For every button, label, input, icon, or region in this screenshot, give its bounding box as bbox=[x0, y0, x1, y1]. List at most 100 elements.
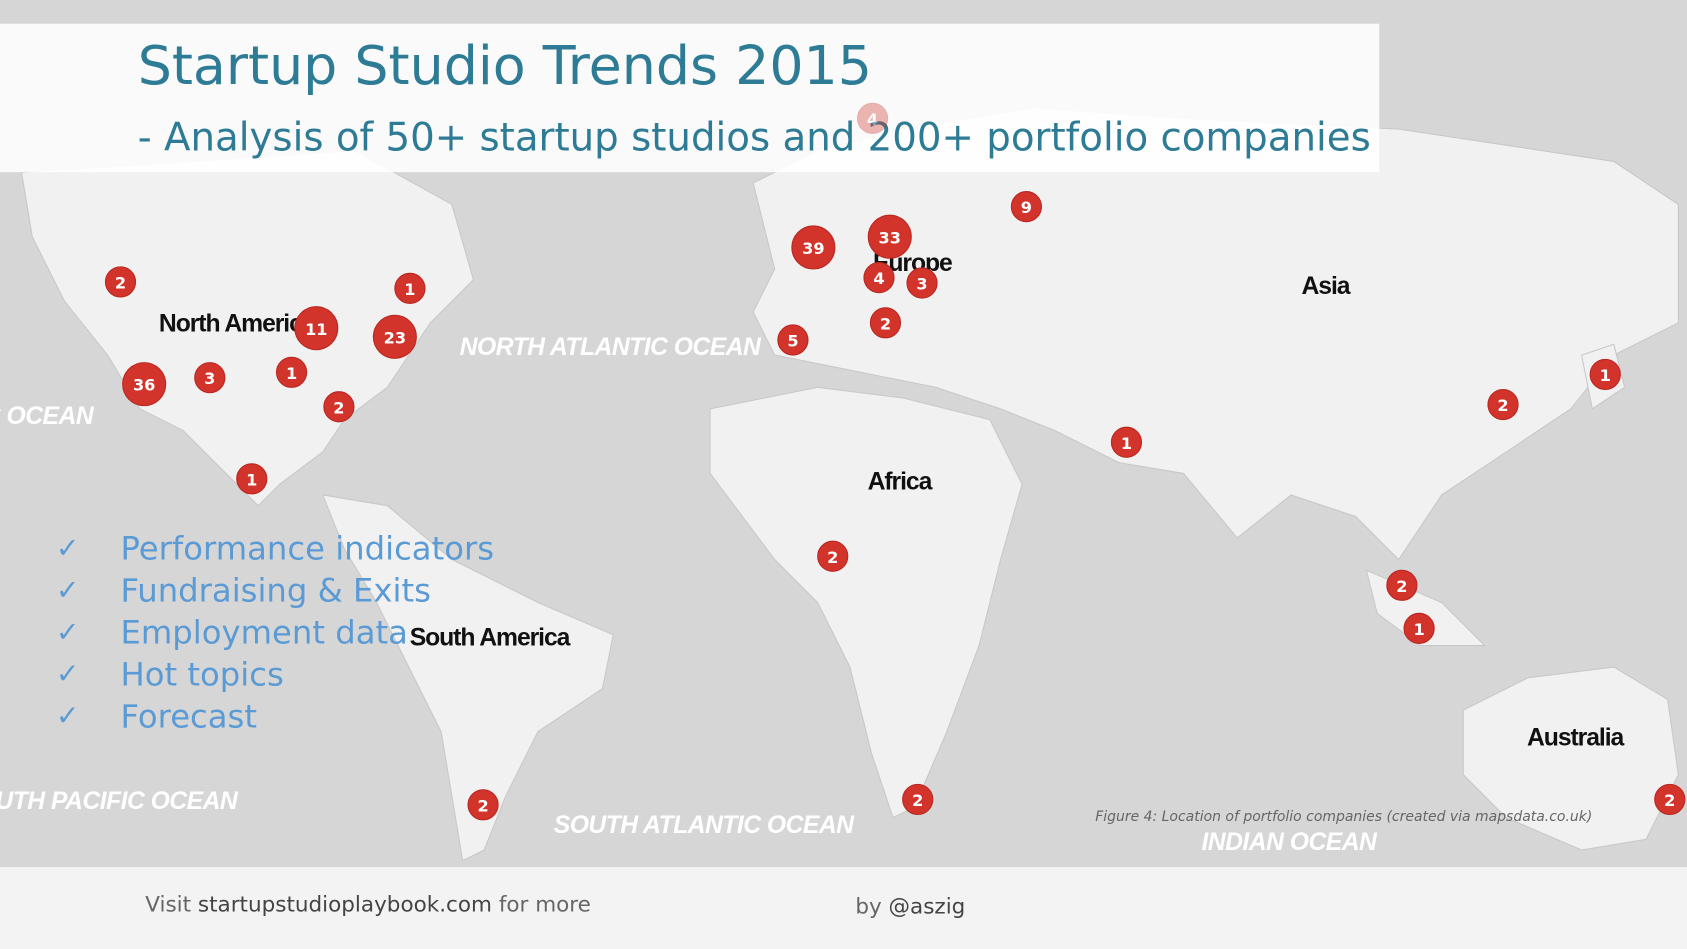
marker-count: 1 bbox=[1600, 366, 1611, 385]
marker-count: 2 bbox=[827, 548, 838, 567]
footer-band bbox=[0, 867, 1687, 949]
marker-count: 2 bbox=[477, 796, 488, 815]
marker-dot bbox=[104, 266, 137, 298]
ocean-label: SOUTH ATLANTIC OCEAN bbox=[554, 812, 855, 839]
marker: 1 bbox=[275, 356, 308, 388]
check-item: Forecast bbox=[121, 697, 258, 735]
marker: 2 bbox=[817, 540, 849, 572]
marker: 1 bbox=[1589, 358, 1621, 391]
marker-count: 11 bbox=[305, 320, 327, 339]
marker-count: 2 bbox=[115, 273, 126, 292]
marker: 39 bbox=[791, 225, 836, 270]
region-label: Australia bbox=[1527, 725, 1624, 752]
marker: 4 bbox=[863, 262, 895, 294]
marker-count: 2 bbox=[1497, 396, 1508, 415]
footer-handle: @aszig bbox=[889, 894, 966, 919]
marker: 1 bbox=[394, 272, 426, 304]
marker: 36 bbox=[122, 362, 167, 407]
check-item: Hot topics bbox=[121, 655, 284, 693]
checklist: ✓ Performance indicators ✓ Fundraising &… bbox=[56, 529, 494, 735]
check-icon: ✓ bbox=[56, 531, 79, 564]
marker-count: 1 bbox=[1121, 434, 1132, 453]
marker-dot bbox=[1403, 612, 1435, 644]
region-label: Asia bbox=[1302, 273, 1351, 300]
marker: 2 bbox=[1654, 783, 1686, 816]
marker-count: 1 bbox=[1413, 620, 1424, 639]
marker-dot bbox=[863, 262, 895, 294]
marker-dot bbox=[194, 362, 226, 394]
marker-count: 5 bbox=[787, 332, 798, 351]
footer-visit: Visit startupstudioplaybook.com for more bbox=[145, 892, 591, 917]
marker-count: 3 bbox=[204, 369, 215, 388]
marker: 33 bbox=[867, 214, 912, 259]
marker-count: 1 bbox=[404, 280, 415, 299]
marker-dot bbox=[777, 324, 809, 356]
marker: 2 bbox=[467, 789, 499, 821]
footer-text: for more bbox=[499, 892, 591, 917]
check-item: Fundraising & Exits bbox=[121, 571, 431, 609]
marker-count: 2 bbox=[1664, 791, 1675, 810]
marker: 2 bbox=[323, 391, 355, 423]
marker-dot bbox=[294, 306, 339, 351]
footer-link[interactable]: startupstudioplaybook.com bbox=[198, 892, 492, 917]
marker: 23 bbox=[372, 314, 417, 359]
marker: 11 bbox=[294, 306, 339, 351]
marker-dot bbox=[236, 463, 268, 495]
header-band bbox=[0, 23, 1380, 173]
land bbox=[20, 107, 1679, 862]
marker-dot bbox=[275, 356, 308, 388]
marker-count: 36 bbox=[133, 376, 155, 395]
marker-count: 2 bbox=[1396, 577, 1407, 596]
marker-dot bbox=[1010, 191, 1043, 223]
title: Startup Studio Trends 2015 bbox=[138, 34, 872, 97]
check-icon: ✓ bbox=[56, 573, 79, 606]
ocean-label: PACIFIC OCEAN bbox=[0, 403, 95, 430]
marker-count: 9 bbox=[1021, 198, 1032, 217]
marker-dot bbox=[867, 214, 912, 259]
marker-dot bbox=[1386, 569, 1418, 601]
marker-dot bbox=[467, 789, 499, 821]
marker-dot bbox=[906, 267, 938, 299]
marker-dot bbox=[323, 391, 355, 423]
marker-count: 3 bbox=[916, 275, 927, 294]
check-icon: ✓ bbox=[56, 615, 79, 648]
marker: 9 bbox=[1010, 191, 1043, 223]
marker-dot bbox=[817, 540, 849, 572]
check-item: Employment data bbox=[121, 613, 408, 651]
marker-dot bbox=[1589, 358, 1621, 391]
region-label: Africa bbox=[868, 469, 933, 496]
marker-count: 1 bbox=[286, 364, 297, 383]
marker-dot bbox=[394, 272, 426, 304]
check-icon: ✓ bbox=[56, 699, 79, 732]
marker: 1 bbox=[236, 463, 268, 495]
marker-dot bbox=[902, 783, 934, 816]
marker: 3 bbox=[194, 362, 226, 394]
check-icon: ✓ bbox=[56, 657, 79, 690]
marker: 1 bbox=[1403, 612, 1435, 644]
marker-dot bbox=[372, 314, 417, 359]
marker-dot bbox=[1110, 426, 1143, 458]
marker-count: 39 bbox=[802, 239, 824, 258]
marker: 2 bbox=[1386, 569, 1418, 601]
marker: 1 bbox=[1110, 426, 1143, 458]
marker-dot bbox=[1487, 388, 1519, 421]
marker-count: 2 bbox=[333, 398, 344, 417]
ocean-label: NORTH ATLANTIC OCEAN bbox=[460, 334, 762, 361]
region-label: North America bbox=[159, 310, 316, 337]
footer-author: by @aszig bbox=[855, 894, 965, 919]
ocean-label: INDIAN OCEAN bbox=[1201, 829, 1378, 856]
check-item: Performance indicators bbox=[121, 529, 495, 567]
marker-dot bbox=[791, 225, 836, 270]
subtitle: - Analysis of 50+ startup studios and 20… bbox=[138, 116, 1371, 161]
marker-count: 2 bbox=[880, 314, 891, 333]
marker: 4 bbox=[856, 102, 889, 134]
marker: 2 bbox=[902, 783, 934, 816]
marker-count: 4 bbox=[873, 269, 884, 288]
marker-dot bbox=[856, 102, 889, 134]
marker: 2 bbox=[869, 307, 902, 339]
caption: Figure 4: Location of portfolio companie… bbox=[1095, 809, 1592, 825]
marker: 3 bbox=[906, 267, 938, 299]
region-label: South America bbox=[410, 625, 571, 652]
